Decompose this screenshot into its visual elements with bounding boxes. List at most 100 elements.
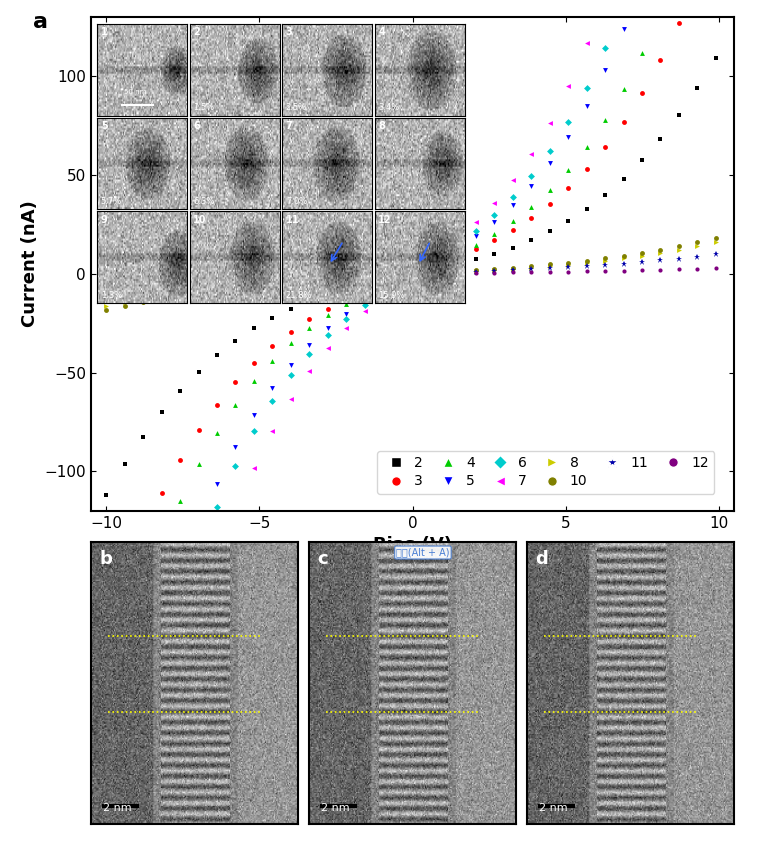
11 (101, 288, 111, 299)
3 (674, 19, 684, 29)
2 (342, 284, 351, 294)
6 (268, 396, 277, 406)
7 (563, 81, 572, 91)
Line: 2: 2 (104, 56, 718, 498)
2 (360, 279, 369, 289)
2 (619, 173, 628, 183)
6 (416, 264, 425, 274)
7 (213, 558, 222, 568)
7 (527, 149, 536, 159)
Line: 5: 5 (104, 0, 718, 839)
3 (250, 357, 259, 368)
2 (471, 254, 480, 264)
4 (305, 323, 314, 333)
2 (545, 226, 554, 236)
4 (527, 202, 536, 212)
Text: d: d (535, 550, 548, 569)
10 (139, 297, 148, 307)
5 (120, 754, 129, 764)
3 (490, 235, 499, 246)
4 (157, 537, 166, 547)
11 (305, 272, 314, 283)
6 (471, 226, 480, 236)
10 (213, 284, 222, 294)
6 (213, 501, 222, 511)
7 (286, 394, 295, 404)
7 (360, 306, 369, 316)
2 (286, 304, 295, 314)
5 (453, 243, 462, 253)
5 (545, 158, 554, 168)
2 (305, 296, 314, 306)
2 (563, 216, 572, 226)
7 (176, 683, 185, 693)
Text: 2 nm: 2 nm (103, 803, 132, 813)
4 (378, 281, 388, 291)
12 (120, 273, 129, 283)
12 (194, 272, 203, 282)
10 (305, 275, 314, 285)
10 (674, 241, 684, 251)
2 (582, 204, 591, 214)
5 (527, 181, 536, 191)
4 (453, 249, 462, 259)
2 (508, 242, 517, 252)
8 (490, 265, 499, 275)
8 (453, 267, 462, 277)
2 (693, 83, 702, 93)
4 (342, 299, 351, 309)
12 (268, 271, 277, 281)
7 (157, 759, 166, 769)
3 (157, 488, 166, 498)
4 (471, 240, 480, 250)
11 (471, 267, 480, 277)
10 (268, 278, 277, 288)
2 (435, 263, 444, 273)
8 (397, 269, 407, 279)
8 (435, 267, 444, 278)
Text: b: b (99, 550, 112, 569)
3 (656, 56, 665, 66)
6 (305, 348, 314, 358)
4 (416, 266, 425, 276)
8 (637, 251, 646, 261)
10 (342, 272, 351, 283)
11 (286, 273, 295, 283)
12 (527, 267, 536, 278)
10 (600, 253, 609, 263)
6 (378, 287, 388, 297)
Line: 11: 11 (103, 251, 719, 297)
8 (305, 273, 314, 283)
12 (508, 267, 517, 278)
8 (194, 284, 203, 294)
7 (268, 426, 277, 436)
11 (323, 272, 332, 282)
8 (416, 268, 425, 278)
11 (637, 257, 646, 267)
11 (508, 265, 517, 275)
2 (268, 313, 277, 323)
5 (435, 254, 444, 264)
10 (656, 245, 665, 255)
6 (342, 314, 351, 324)
7 (305, 367, 314, 377)
8 (360, 271, 369, 281)
12 (712, 263, 721, 273)
5 (378, 285, 388, 295)
Text: c: c (317, 550, 328, 569)
11 (268, 274, 277, 284)
12 (656, 265, 665, 275)
12 (674, 264, 684, 274)
3 (323, 304, 332, 314)
12 (693, 264, 702, 274)
8 (120, 297, 129, 307)
4 (176, 495, 185, 505)
11 (250, 275, 259, 285)
3 (378, 279, 388, 289)
8 (213, 282, 222, 292)
10 (176, 290, 185, 300)
Text: a: a (33, 12, 48, 32)
4 (231, 400, 240, 410)
8 (378, 270, 388, 280)
12 (600, 266, 609, 276)
